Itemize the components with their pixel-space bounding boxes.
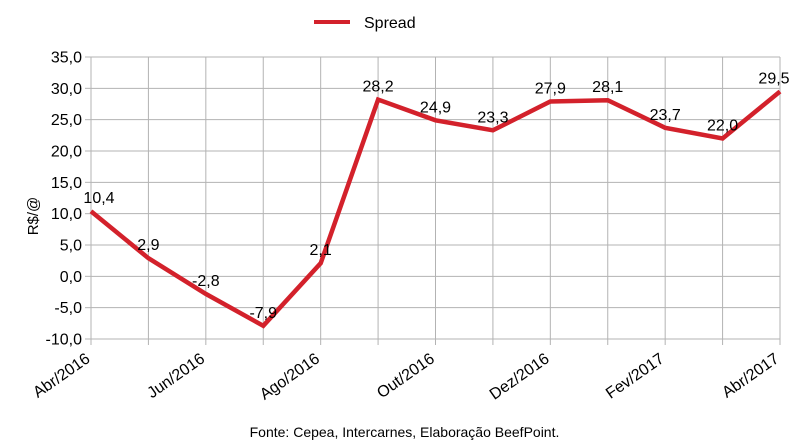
data-label-12: 29,5 (758, 70, 789, 87)
y-axis-label: R$/@ (25, 197, 42, 236)
data-label-11: 22,0 (707, 117, 738, 134)
y-tick-label-1: -5,0 (54, 300, 82, 317)
data-label-3: -7,9 (249, 305, 277, 322)
y-tick-label-5: 15,0 (51, 175, 82, 192)
source-note: Fonte: Cepea, Intercarnes, Elaboração Be… (249, 424, 560, 440)
x-tick-label-6: Abr/2017 (719, 350, 782, 401)
x-tick-label-2: Ago/2016 (257, 350, 323, 403)
y-tick-label-2: 0,0 (60, 269, 82, 286)
y-tick-label-6: 20,0 (51, 144, 82, 161)
data-label-10: 23,7 (650, 107, 681, 124)
y-tick-label-0: -10,0 (46, 332, 83, 349)
axes (85, 56, 781, 340)
x-tick-label-1: Jun/2016 (144, 350, 208, 402)
x-tick-label-5: Fev/2017 (603, 350, 667, 402)
y-axis-tick-labels: -10,0 -5,0 0,0 5,0 10,0 15,0 20,0 25,0 30,0 35,0 (46, 50, 83, 349)
x-tick-label-4: Dez/2016 (487, 350, 553, 403)
legend-label-spread: Spread (364, 15, 416, 32)
data-label-5: 28,2 (363, 79, 394, 96)
x-tick-label-3: Out/2016 (374, 350, 438, 402)
y-tick-label-3: 5,0 (60, 238, 82, 255)
data-label-9: 28,1 (592, 79, 623, 96)
data-label-7: 23,3 (477, 109, 508, 126)
y-tick-label-7: 25,0 (51, 112, 82, 129)
data-labels: 10,4 2,9 -2,8 -7,9 2,1 28,2 24,9 23,3 27,9 28,1 23… (83, 70, 789, 321)
data-label-4: 2,1 (310, 242, 332, 259)
x-axis-tick-labels: Abr/2016 Jun/2016 Ago/2016 Out/2016 Dez/2016… (30, 350, 782, 403)
y-tick-label-8: 30,0 (51, 81, 82, 98)
data-label-2: -2,8 (192, 273, 220, 290)
x-tick-label-0: Abr/2016 (30, 350, 93, 401)
data-label-1: 2,9 (137, 237, 159, 254)
data-label-8: 27,9 (535, 80, 566, 97)
legend: Spread (314, 15, 416, 32)
y-tick-label-4: 10,0 (51, 206, 82, 223)
data-label-0: 10,4 (83, 190, 114, 207)
data-label-6: 24,9 (420, 99, 451, 116)
series-group (89, 89, 782, 329)
y-tick-label-9: 35,0 (51, 50, 82, 67)
